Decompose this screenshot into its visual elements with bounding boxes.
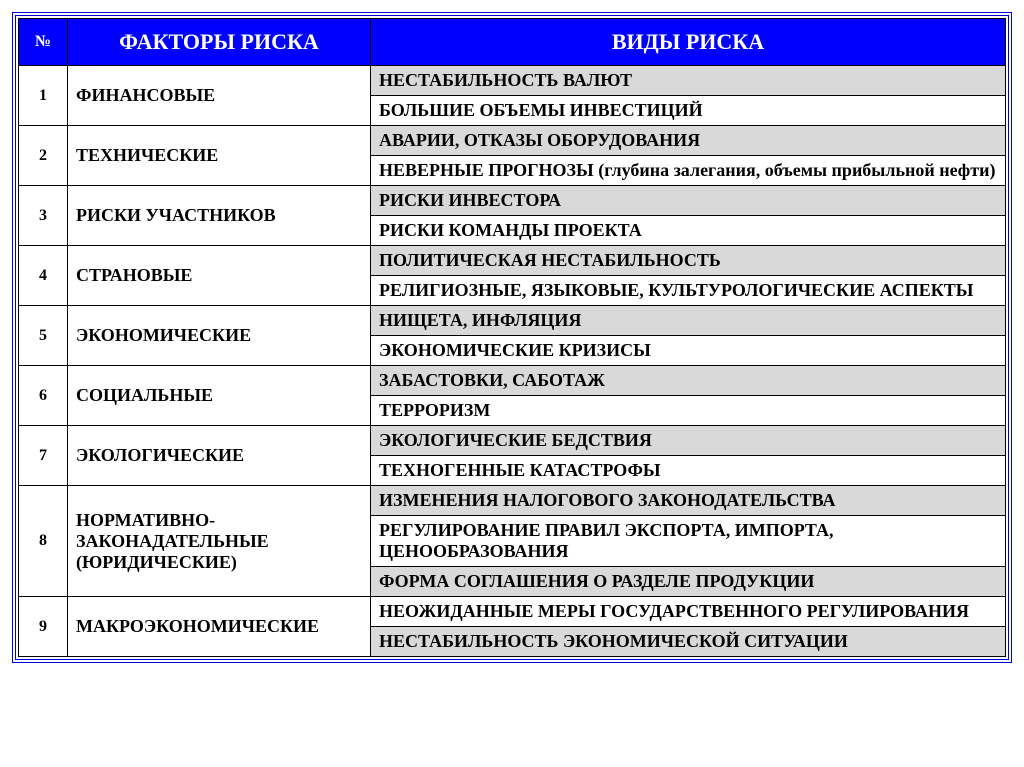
- risk-factor: РИСКИ УЧАСТНИКОВ: [68, 186, 371, 246]
- risk-type: ЗАБАСТОВКИ, САБОТАЖ: [371, 366, 1006, 396]
- risk-type: НЕСТАБИЛЬНОСТЬ ВАЛЮТ: [371, 66, 1006, 96]
- table-row: 4СТРАНОВЫЕПОЛИТИЧЕСКАЯ НЕСТАБИЛЬНОСТЬ: [19, 246, 1006, 276]
- risk-type: ТЕРРОРИЗМ: [371, 396, 1006, 426]
- risk-type: НИЩЕТА, ИНФЛЯЦИЯ: [371, 306, 1006, 336]
- risk-type: НЕВЕРНЫЕ ПРОГНОЗЫ (глубина залегания, об…: [371, 156, 1006, 186]
- table-body: 1ФИНАНСОВЫЕНЕСТАБИЛЬНОСТЬ ВАЛЮТБОЛЬШИЕ О…: [19, 66, 1006, 657]
- row-number: 2: [19, 126, 68, 186]
- risk-factor: ЭКОНОМИЧЕСКИЕ: [68, 306, 371, 366]
- risk-factor: МАКРОЭКОНОМИЧЕСКИЕ: [68, 597, 371, 657]
- row-number: 4: [19, 246, 68, 306]
- risk-factor: СТРАНОВЫЕ: [68, 246, 371, 306]
- table-row: 5ЭКОНОМИЧЕСКИЕНИЩЕТА, ИНФЛЯЦИЯ: [19, 306, 1006, 336]
- header-num: №: [19, 19, 68, 66]
- risk-type: ИЗМЕНЕНИЯ НАЛОГОВОГО ЗАКОНОДАТЕЛЬСТВА: [371, 486, 1006, 516]
- risk-type: РЕЛИГИОЗНЫЕ, ЯЗЫКОВЫЕ, КУЛЬТУРОЛОГИЧЕСКИ…: [371, 276, 1006, 306]
- row-number: 9: [19, 597, 68, 657]
- header-types: ВИДЫ РИСКА: [371, 19, 1006, 66]
- risk-type: НЕОЖИДАННЫЕ МЕРЫ ГОСУДАРСТВЕННОГО РЕГУЛИ…: [371, 597, 1006, 627]
- risk-factor: ТЕХНИЧЕСКИЕ: [68, 126, 371, 186]
- risk-type: БОЛЬШИЕ ОБЪЕМЫ ИНВЕСТИЦИЙ: [371, 96, 1006, 126]
- risk-type: ТЕХНОГЕННЫЕ КАТАСТРОФЫ: [371, 456, 1006, 486]
- risk-factor: НОРМАТИВНО-ЗАКОНАДАТЕЛЬНЫЕ (ЮРИДИЧЕСКИЕ): [68, 486, 371, 597]
- risk-factor: СОЦИАЛЬНЫЕ: [68, 366, 371, 426]
- row-number: 3: [19, 186, 68, 246]
- row-number: 1: [19, 66, 68, 126]
- risk-type: ПОЛИТИЧЕСКАЯ НЕСТАБИЛЬНОСТЬ: [371, 246, 1006, 276]
- table-row: 7ЭКОЛОГИЧЕСКИЕЭКОЛОГИЧЕСКИЕ БЕДСТВИЯ: [19, 426, 1006, 456]
- table-row: 3РИСКИ УЧАСТНИКОВРИСКИ ИНВЕСТОРА: [19, 186, 1006, 216]
- risk-factor: ЭКОЛОГИЧЕСКИЕ: [68, 426, 371, 486]
- risk-table: № ФАКТОРЫ РИСКА ВИДЫ РИСКА 1ФИНАНСОВЫЕНЕ…: [18, 18, 1006, 657]
- header-factors: ФАКТОРЫ РИСКА: [68, 19, 371, 66]
- risk-type: НЕСТАБИЛЬНОСТЬ ЭКОНОМИЧЕСКОЙ СИТУАЦИИ: [371, 627, 1006, 657]
- header-row: № ФАКТОРЫ РИСКА ВИДЫ РИСКА: [19, 19, 1006, 66]
- risk-type: ФОРМА СОГЛАШЕНИЯ О РАЗДЕЛЕ ПРОДУКЦИИ: [371, 567, 1006, 597]
- risk-type: РИСКИ ИНВЕСТОРА: [371, 186, 1006, 216]
- table-frame: № ФАКТОРЫ РИСКА ВИДЫ РИСКА 1ФИНАНСОВЫЕНЕ…: [12, 12, 1012, 663]
- risk-type: ЭКОЛОГИЧЕСКИЕ БЕДСТВИЯ: [371, 426, 1006, 456]
- risk-type: ЭКОНОМИЧЕСКИЕ КРИЗИСЫ: [371, 336, 1006, 366]
- table-row: 2ТЕХНИЧЕСКИЕАВАРИИ, ОТКАЗЫ ОБОРУДОВАНИЯ: [19, 126, 1006, 156]
- table-row: 1ФИНАНСОВЫЕНЕСТАБИЛЬНОСТЬ ВАЛЮТ: [19, 66, 1006, 96]
- row-number: 8: [19, 486, 68, 597]
- risk-type: РЕГУЛИРОВАНИЕ ПРАВИЛ ЭКСПОРТА, ИМПОРТА, …: [371, 516, 1006, 567]
- table-row: 9МАКРОЭКОНОМИЧЕСКИЕНЕОЖИДАННЫЕ МЕРЫ ГОСУ…: [19, 597, 1006, 627]
- row-number: 5: [19, 306, 68, 366]
- risk-type: РИСКИ КОМАНДЫ ПРОЕКТА: [371, 216, 1006, 246]
- table-row: 8НОРМАТИВНО-ЗАКОНАДАТЕЛЬНЫЕ (ЮРИДИЧЕСКИЕ…: [19, 486, 1006, 516]
- row-number: 6: [19, 366, 68, 426]
- risk-factor: ФИНАНСОВЫЕ: [68, 66, 371, 126]
- risk-type: АВАРИИ, ОТКАЗЫ ОБОРУДОВАНИЯ: [371, 126, 1006, 156]
- table-row: 6СОЦИАЛЬНЫЕЗАБАСТОВКИ, САБОТАЖ: [19, 366, 1006, 396]
- row-number: 7: [19, 426, 68, 486]
